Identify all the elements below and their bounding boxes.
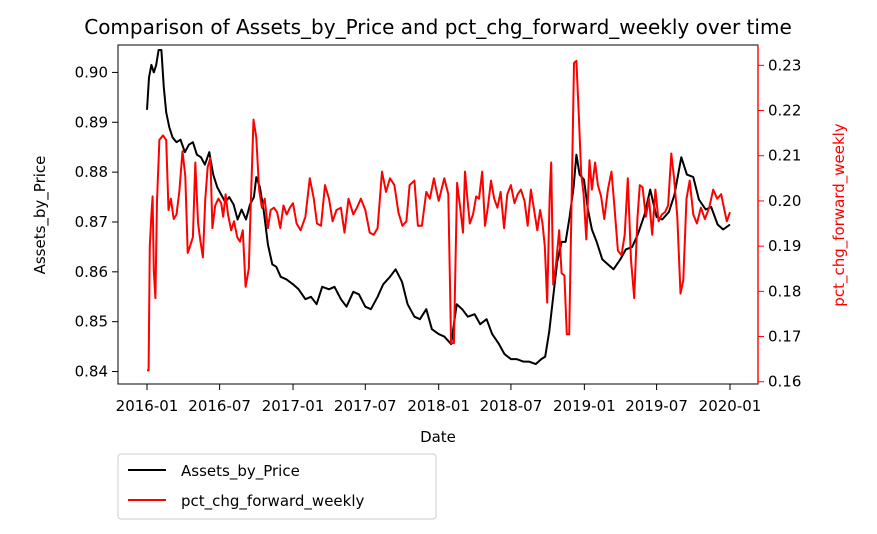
left-y-axis-label: Assets_by_Price	[31, 156, 50, 275]
right-y-tick-label: 0.21	[768, 147, 801, 165]
left-y-axis: 0.84 0.85 0.86 0.87 0.88 0.89 0.90	[75, 63, 118, 381]
right-y-tick-label: 0.17	[768, 328, 801, 346]
x-tick-label: 2017-01	[262, 397, 325, 415]
legend-label-assets: Assets_by_Price	[181, 462, 300, 481]
left-y-tick-label: 0.86	[75, 263, 108, 281]
plot-lines	[146, 49, 731, 372]
left-y-tick-label: 0.90	[75, 63, 108, 81]
right-y-axis-label: pct_chg_forward_weekly	[830, 123, 849, 307]
x-axis-label: Date	[420, 428, 456, 446]
left-y-tick-label: 0.87	[75, 213, 108, 231]
x-tick-label: 2019-01	[553, 397, 616, 415]
right-y-tick-label: 0.23	[768, 56, 801, 74]
legend-label-pct-chg: pct_chg_forward_weekly	[181, 492, 365, 511]
chart-title: Comparison of Assets_by_Price and pct_ch…	[84, 15, 792, 39]
x-tick-label: 2016-07	[188, 397, 251, 415]
right-y-axis: 0.16 0.17 0.18 0.19 0.20 0.21 0.22 0.23	[758, 56, 801, 391]
right-y-tick-label: 0.16	[768, 373, 801, 391]
x-tick-label: 2020-01	[699, 397, 762, 415]
right-y-tick-label: 0.20	[768, 192, 801, 210]
right-y-tick-label: 0.19	[768, 237, 801, 255]
left-y-tick-label: 0.85	[75, 313, 108, 331]
x-tick-label: 2016-01	[116, 397, 179, 415]
x-tick-label: 2018-07	[480, 397, 543, 415]
right-y-tick-label: 0.18	[768, 282, 801, 300]
x-tick-label: 2018-01	[407, 397, 470, 415]
legend-box	[117, 453, 437, 520]
x-tick-label: 2019-07	[625, 397, 688, 415]
left-y-tick-label: 0.84	[75, 363, 108, 381]
legend: Assets_by_Price pct_chg_forward_weekly	[117, 453, 437, 520]
series-line-assets	[146, 49, 731, 366]
x-tick-label: 2017-07	[334, 397, 397, 415]
right-y-tick-label: 0.22	[768, 102, 801, 120]
series-line-pct-chg	[147, 59, 731, 372]
left-y-tick-label: 0.88	[75, 163, 108, 181]
x-axis: 2016-01 2016-07 2017-01 2017-07 2018-01 2018-…	[116, 384, 762, 415]
left-y-tick-label: 0.89	[75, 113, 108, 131]
